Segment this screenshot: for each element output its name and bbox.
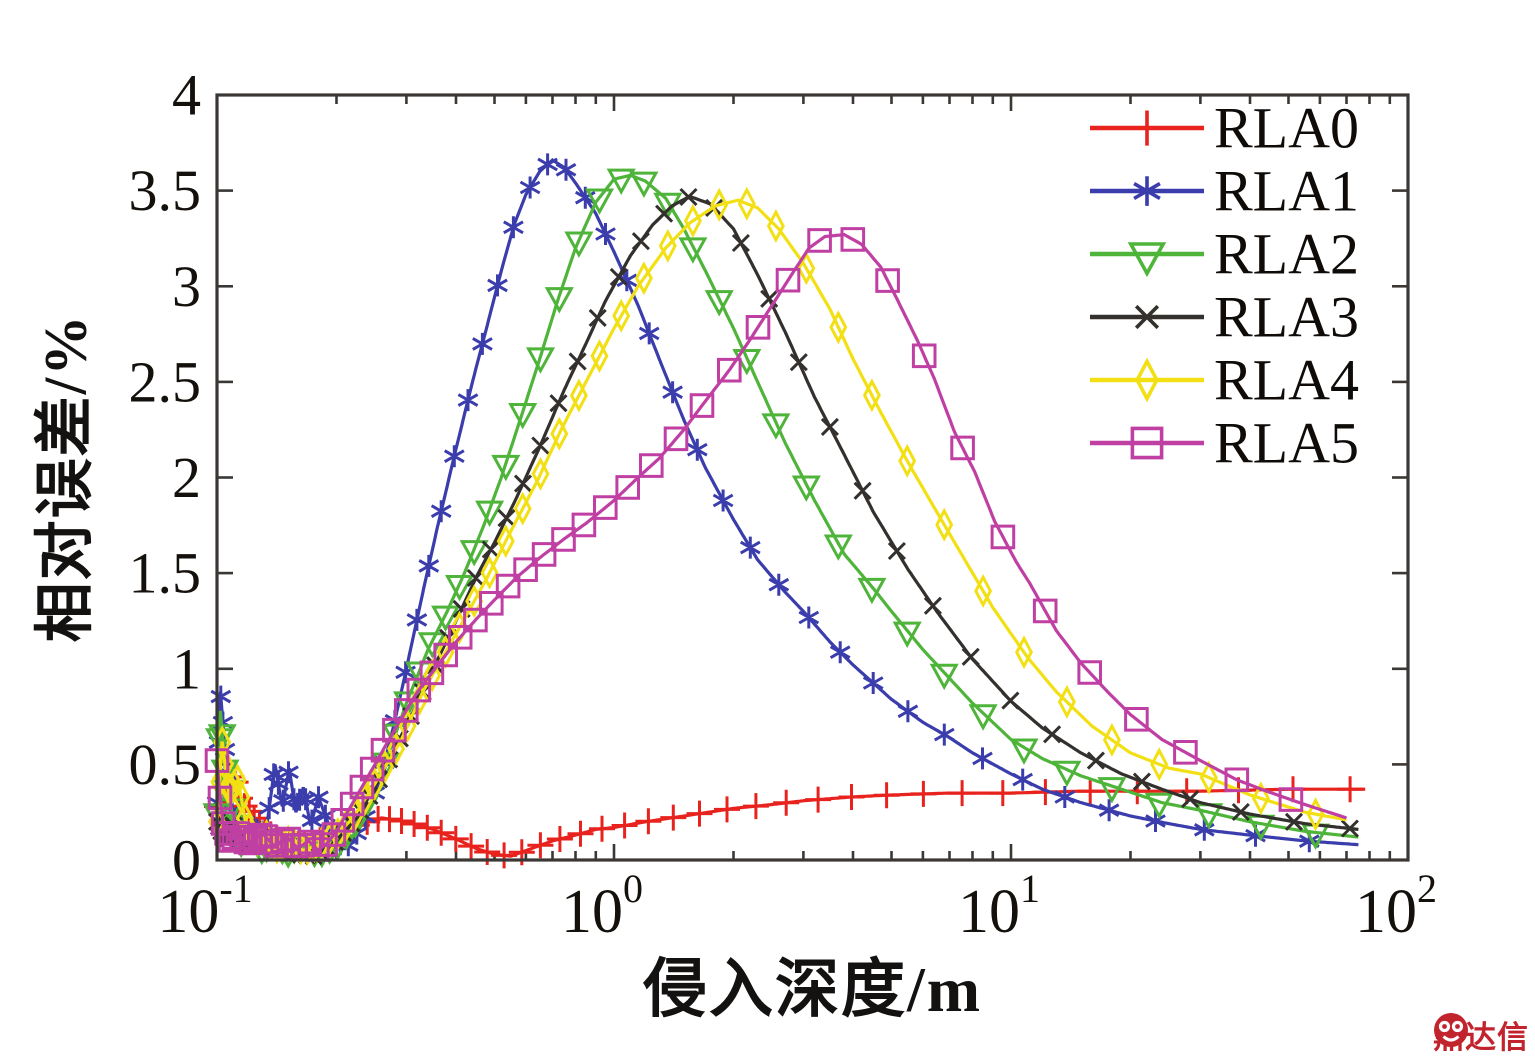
y-axis-label: 相对误差/%: [32, 313, 99, 643]
legend-item-RLA0: RLA0: [1090, 96, 1359, 161]
legend-marker-RLA3-icon: [1134, 304, 1160, 330]
plot-frame: [215, 93, 1410, 862]
legend-label-RLA4: RLA4: [1214, 348, 1359, 413]
legend-item-RLA4: RLA4: [1090, 348, 1359, 413]
legend-marker-RLA0-icon: [1129, 110, 1165, 146]
legend-label-RLA0: RLA0: [1214, 96, 1359, 161]
legend-item-RLA3: RLA3: [1090, 285, 1359, 350]
legend-label-RLA2: RLA2: [1214, 222, 1359, 287]
legend-label-RLA1: RLA1: [1214, 159, 1359, 224]
legend-item-RLA5: RLA5: [1090, 411, 1359, 476]
legend-label-RLA5: RLA5: [1214, 411, 1359, 476]
watermark-logo-icon: [1434, 1013, 1468, 1047]
legend-item-RLA2: RLA2: [1090, 222, 1359, 287]
x-axis-label: 侵入深度/m: [642, 954, 983, 1025]
y-tick-label-2: 2: [172, 445, 201, 510]
y-tick-label-1: 1: [172, 636, 201, 701]
y-tick-label-3: 3: [172, 254, 201, 319]
legend-marker-RLA4-icon: [1135, 357, 1159, 403]
legend-marker-RLA1-icon: [1133, 176, 1161, 206]
y-tick-labels: 0 0.5 1 1.5 2 2.5 3 3.5 4: [129, 63, 202, 893]
x-tick-label-10e-1: 10-1: [157, 866, 252, 946]
series-line-RLA5: [215, 232, 1347, 853]
watermark: 鼎达信: [1433, 1012, 1529, 1057]
y-tick-label-3.5: 3.5: [129, 158, 202, 223]
legend-item-RLA1: RLA1: [1090, 159, 1359, 224]
x-tick-labels: 10-1 100 101 102: [157, 866, 1437, 946]
y-tick-label-2.5: 2.5: [129, 349, 202, 414]
x-tick-label-10e0: 100: [561, 866, 643, 946]
x-tick-label-10e1: 101: [958, 866, 1040, 946]
legend-label-RLA3: RLA3: [1214, 285, 1359, 350]
series-line-RLA1: [215, 157, 1359, 851]
y-tick-label-4: 4: [172, 63, 201, 128]
legend-marker-RLA5-icon: [1130, 426, 1164, 460]
series-markers-RLA1: [206, 153, 1320, 857]
x-tick-label-10e2: 102: [1355, 866, 1437, 946]
y-tick-label-0: 0: [172, 828, 201, 893]
y-tick-label-1.5: 1.5: [129, 541, 202, 606]
legend-marker-RLA2-icon: [1127, 242, 1167, 278]
y-tick-label-0.5: 0.5: [129, 732, 202, 797]
